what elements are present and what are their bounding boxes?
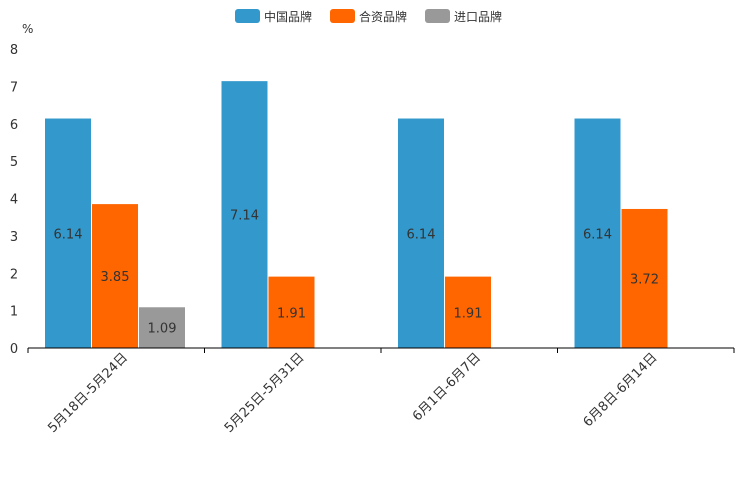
bar-value-label-1-1: 6.14 (54, 227, 83, 242)
y-tick-label-0: 0 (10, 342, 18, 357)
bar-value-label-1-3: 6.14 (407, 227, 436, 242)
bar-value-label-2-3: 1.91 (454, 306, 483, 321)
bar-1-4[interactable] (574, 118, 621, 348)
bar-value-label-1-4: 6.14 (583, 227, 612, 242)
bar-value-label-2-4: 3.72 (630, 272, 659, 287)
y-axis-unit-label: % (22, 22, 33, 36)
bar-1-2[interactable] (221, 81, 268, 348)
y-tick-label-8: 8 (10, 43, 18, 58)
legend-swatch-1[interactable] (235, 9, 260, 23)
bar-1-1[interactable] (45, 118, 91, 348)
y-axis: 0 1 2 3 4 5 6 7 8 (10, 43, 18, 357)
y-tick-label-5: 5 (10, 155, 18, 170)
y-tick-label-7: 7 (10, 80, 18, 95)
y-tick-label-6: 6 (10, 118, 18, 133)
bar-value-label-3-1: 1.09 (148, 322, 177, 337)
bar-value-label-1-2: 7.14 (230, 209, 259, 224)
y-tick-label-2: 2 (10, 267, 18, 282)
bar-value-label-2-2: 1.91 (277, 306, 306, 321)
legend: 中国品牌 合资品牌 进口品牌 (235, 9, 502, 24)
bar-2-2[interactable] (268, 276, 315, 348)
y-tick-label-4: 4 (10, 193, 18, 208)
bar-3-1[interactable] (139, 307, 185, 348)
legend-swatch-2[interactable] (330, 9, 355, 23)
y-tick-label-3: 3 (10, 230, 18, 245)
legend-swatch-3[interactable] (425, 9, 450, 23)
legend-label-1[interactable]: 中国品牌 (264, 9, 312, 24)
legend-label-2[interactable]: 合资品牌 (359, 9, 407, 24)
bar-value-label-2-1: 3.85 (101, 270, 130, 285)
x-category-label-1: 5月18日-5月24日 (45, 350, 131, 436)
x-category-label-4: 6月8日-6月14日 (581, 350, 661, 430)
bars: 6.14 3.85 1.09 7.14 1.91 6.14 1.91 6.14 3.72 (45, 81, 668, 348)
y-tick-label-1: 1 (10, 305, 18, 320)
bar-2-4[interactable] (621, 208, 668, 348)
bar-1-3[interactable] (398, 118, 444, 348)
legend-label-3[interactable]: 进口品牌 (454, 10, 502, 24)
x-axis: 5月18日-5月24日 5月25日-5月31日 6月1日-6月7日 6月8日-6月14… (27, 347, 735, 436)
bar-2-1[interactable] (92, 204, 138, 348)
bar-2-3[interactable] (445, 276, 491, 348)
x-category-label-2: 5月25日-5月31日 (222, 350, 308, 436)
x-category-label-3: 6月1日-6月7日 (410, 350, 484, 424)
